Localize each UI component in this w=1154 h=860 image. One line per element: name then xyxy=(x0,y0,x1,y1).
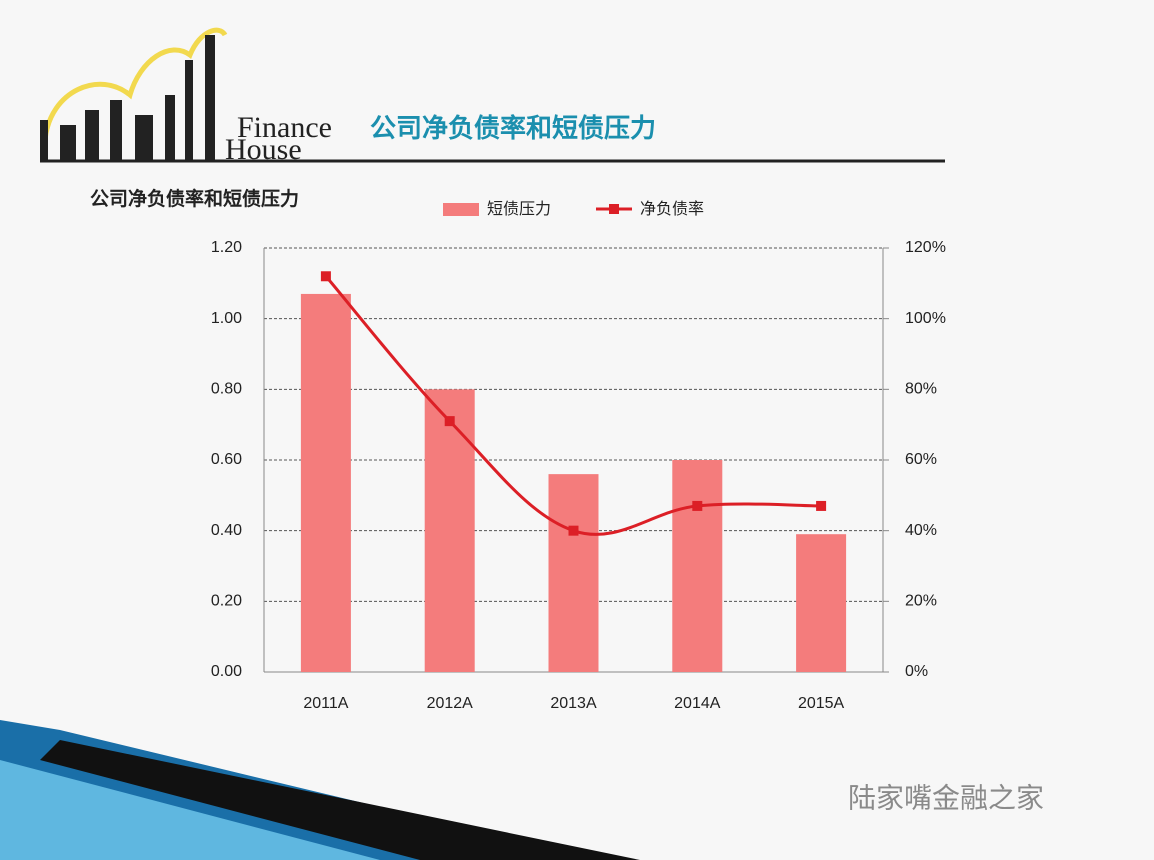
line xyxy=(324,275,822,536)
chart-title: 公司净负债率和短债压力 xyxy=(90,187,299,210)
y-tick-label: 0.20 xyxy=(211,593,242,610)
marker xyxy=(444,416,455,427)
legend-label: 短债压力 xyxy=(487,200,551,218)
y2-tick-label: 100% xyxy=(905,310,946,327)
bar xyxy=(424,389,475,672)
legend-swatch xyxy=(443,203,479,216)
y-tick-label: 0.60 xyxy=(211,451,242,468)
x-tick-label: 2013A xyxy=(550,695,597,712)
legend-label: 净负债率 xyxy=(640,200,704,218)
y-tick-label: 1.20 xyxy=(211,239,242,256)
y-tick-label: 0.00 xyxy=(211,663,242,680)
legend-swatch xyxy=(609,204,619,214)
y-tick-label: 0.80 xyxy=(211,381,242,398)
y2-tick-label: 80% xyxy=(905,381,937,398)
x-tick-label: 2012A xyxy=(427,695,474,712)
y2-tick-label: 120% xyxy=(905,239,946,256)
y2-tick-label: 60% xyxy=(905,451,937,468)
bar xyxy=(796,534,847,672)
y2-tick-label: 20% xyxy=(905,593,937,610)
x-tick-label: 2011A xyxy=(303,695,348,712)
bar xyxy=(300,293,351,672)
x-tick-label: 2015A xyxy=(798,695,845,712)
slide-title: 公司净负债率和短债压力 xyxy=(370,113,656,143)
logo-text: Finance xyxy=(237,111,332,144)
bar xyxy=(548,474,599,672)
watermark: 陆家嘴金融之家 xyxy=(848,782,1044,813)
marker xyxy=(320,271,331,282)
y2-tick-label: 0% xyxy=(905,663,928,680)
bar xyxy=(672,460,723,672)
marker xyxy=(568,525,579,536)
y-tick-label: 1.00 xyxy=(211,310,242,327)
x-tick-label: 2014A xyxy=(674,695,721,712)
marker xyxy=(816,500,827,511)
logo: Finance House xyxy=(40,27,332,166)
y2-tick-label: 40% xyxy=(905,522,937,539)
chart: 0.00 0.20 0.40 0.60 0.80 1.00 1.20 0% 20% 40% 60% 8… xyxy=(211,200,946,712)
decoration xyxy=(40,740,640,860)
decoration xyxy=(0,760,380,860)
y-tick-label: 0.40 xyxy=(211,522,242,539)
marker xyxy=(692,500,703,511)
